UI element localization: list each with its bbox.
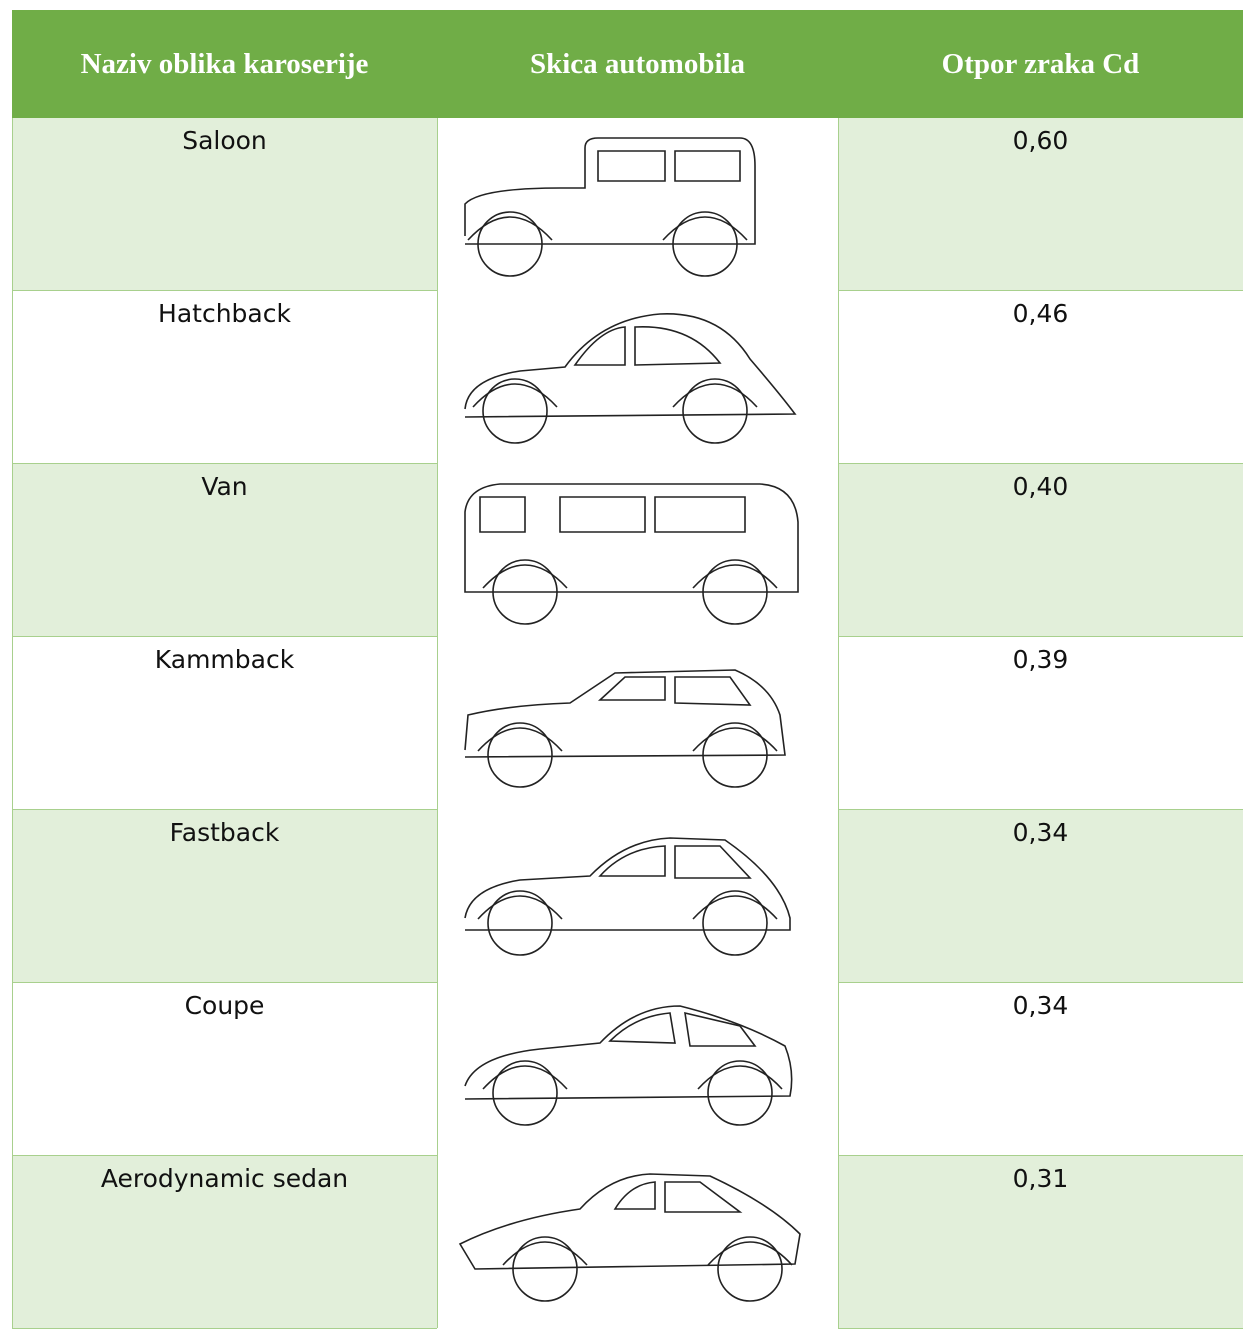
header-cell: Otpor zraka Cd <box>838 10 1243 118</box>
border <box>12 118 13 1328</box>
table-cell: Hatchback <box>12 291 437 464</box>
table-cell: 0,31 <box>838 1156 1243 1329</box>
table-cell: Aerodynamic sedan <box>12 1156 437 1329</box>
table-cell: Kammback <box>12 637 437 810</box>
border <box>838 118 839 1328</box>
table-cell: 0,40 <box>838 464 1243 637</box>
table-cell: Van <box>12 464 437 637</box>
car-sketch <box>450 126 810 286</box>
page: Naziv oblika karoserije Skica automobila… <box>0 0 1243 1328</box>
car-sketch <box>450 991 810 1151</box>
header-cell: Naziv oblika karoserije <box>12 10 437 118</box>
table-cell: Coupe <box>12 983 437 1156</box>
header-cell: Skica automobila <box>437 10 838 118</box>
table-cell: 0,34 <box>838 810 1243 983</box>
car-sketch <box>450 472 810 632</box>
car-sketch <box>450 1164 810 1324</box>
table-cell: 0,34 <box>838 983 1243 1156</box>
table-cell: 0,39 <box>838 637 1243 810</box>
table-cell: Fastback <box>12 810 437 983</box>
table-cell: 0,46 <box>838 291 1243 464</box>
table-cell: 0,60 <box>838 118 1243 291</box>
table-cell: Saloon <box>12 118 437 291</box>
car-sketch <box>450 818 810 978</box>
border <box>437 118 438 1328</box>
car-sketch <box>450 645 810 805</box>
car-sketch <box>450 299 810 459</box>
